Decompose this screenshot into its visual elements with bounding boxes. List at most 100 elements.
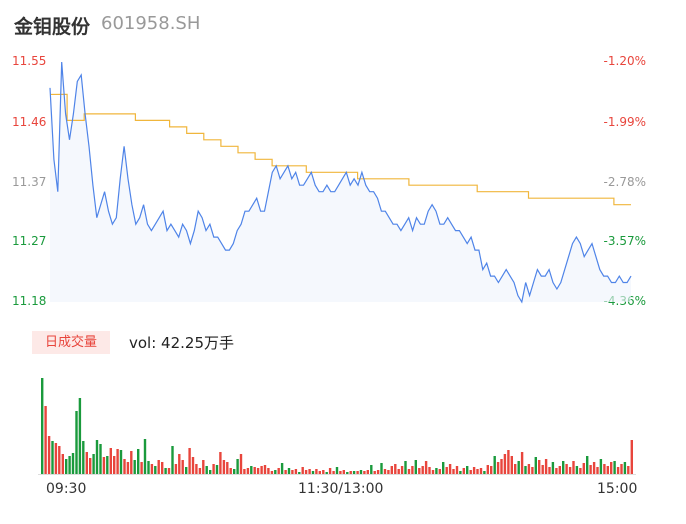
volume-bar: [123, 459, 126, 474]
volume-bar: [188, 448, 191, 474]
volume-bar: [41, 378, 44, 474]
volume-bar: [448, 464, 452, 474]
volume-bar: [157, 460, 160, 474]
volume-bar: [411, 466, 414, 474]
volume-bar: [113, 456, 116, 474]
volume-bar: [387, 470, 390, 474]
volume-bar: [469, 470, 472, 474]
volume-bar: [370, 465, 373, 474]
volume-bar: [47, 436, 51, 474]
x-tick-label: 11:30/13:00: [298, 481, 384, 497]
volume-bar: [82, 441, 85, 474]
volume-bar: [71, 453, 75, 474]
volume-bar: [421, 466, 424, 474]
volume-bar: [308, 469, 311, 474]
volume-bar: [582, 463, 585, 474]
volume-bar: [414, 460, 417, 474]
volume-bar: [431, 470, 435, 474]
volume-bar: [332, 471, 335, 474]
volume-bar: [328, 468, 332, 474]
volume-bar: [538, 460, 541, 474]
volume-bar: [623, 462, 627, 474]
volume-bar: [130, 451, 133, 474]
volume-bar: [284, 470, 287, 474]
volume-bar: [380, 463, 383, 474]
pct-tick-label: -3.57%: [603, 234, 646, 248]
volume-bar: [233, 469, 236, 474]
volume-bar: [222, 460, 226, 474]
price-tick-label: 11.18: [12, 294, 47, 308]
volume-bar: [383, 469, 387, 474]
volume-bar: [531, 467, 534, 474]
volume-bar: [435, 468, 438, 474]
volume-bar: [263, 465, 267, 474]
volume-bar: [544, 459, 548, 474]
volume-bar: [95, 440, 99, 474]
volume-bar: [274, 470, 277, 474]
volume-bar: [339, 471, 342, 474]
volume-bar: [61, 454, 64, 474]
average-line: [49, 93, 631, 206]
volume-bar: [116, 449, 119, 474]
volume-bar: [376, 470, 380, 474]
volume-bar: [318, 471, 321, 474]
volume-bar: [620, 464, 623, 474]
volume-bar: [404, 461, 407, 474]
volume-bar: [143, 439, 147, 474]
volume-bar: [126, 462, 130, 474]
volume-bar: [164, 468, 167, 474]
volume-bar: [390, 466, 393, 474]
volume-bar: [315, 469, 318, 474]
volume-bar: [572, 461, 575, 474]
price-tick-label: 11.46: [12, 115, 47, 129]
volume-bar: [500, 459, 503, 474]
volume-bar: [301, 467, 304, 474]
volume-bar: [592, 462, 596, 474]
volume-bar: [270, 471, 274, 474]
volume-bar: [154, 466, 157, 474]
volume-bar: [356, 471, 359, 474]
volume-bar: [185, 467, 188, 474]
volume-bar: [366, 470, 369, 474]
price-tick-label: 11.55: [12, 54, 47, 68]
volume-label: vol: 42.25万手: [129, 334, 234, 352]
volume-bar: [616, 467, 620, 474]
volume-bar: [407, 469, 411, 474]
volume-bar: [486, 465, 489, 474]
volume-bar: [442, 462, 445, 474]
volume-bar: [298, 472, 301, 474]
volume-bar: [202, 460, 205, 474]
volume-bar: [610, 462, 613, 474]
volume-bar: [150, 464, 154, 474]
volume-bar: [229, 468, 232, 474]
volume-bar: [195, 464, 198, 474]
volume-bar: [527, 464, 531, 474]
volume-bar: [322, 470, 325, 474]
volume-bar: [496, 462, 500, 474]
volume-bar: [277, 468, 280, 474]
volume-bar: [78, 398, 82, 474]
volume-bar: [599, 459, 603, 474]
volume-bar: [267, 468, 270, 474]
volume-tag: 日成交量: [32, 331, 110, 354]
volume-bar: [236, 459, 239, 474]
volume-bar: [514, 464, 517, 474]
x-tick-label: 15:00: [597, 481, 638, 497]
volume-bar: [424, 461, 428, 474]
volume-bar: [239, 454, 243, 474]
volume-bar: [178, 454, 181, 474]
volume-bar: [418, 468, 421, 474]
stock-name: 金钼股份: [14, 16, 91, 38]
volume-bar: [68, 456, 71, 474]
volume-bar: [466, 466, 469, 474]
volume-bar: [445, 467, 448, 474]
volume-bar: [524, 466, 527, 474]
volume-bar: [51, 441, 54, 474]
volume-bar: [490, 466, 493, 474]
volume-bar: [579, 468, 582, 474]
volume-bar: [291, 470, 294, 474]
volume-bar: [102, 457, 106, 474]
volume-bar: [476, 469, 479, 474]
volume-bar: [140, 462, 143, 474]
volume-bar: [174, 464, 178, 474]
